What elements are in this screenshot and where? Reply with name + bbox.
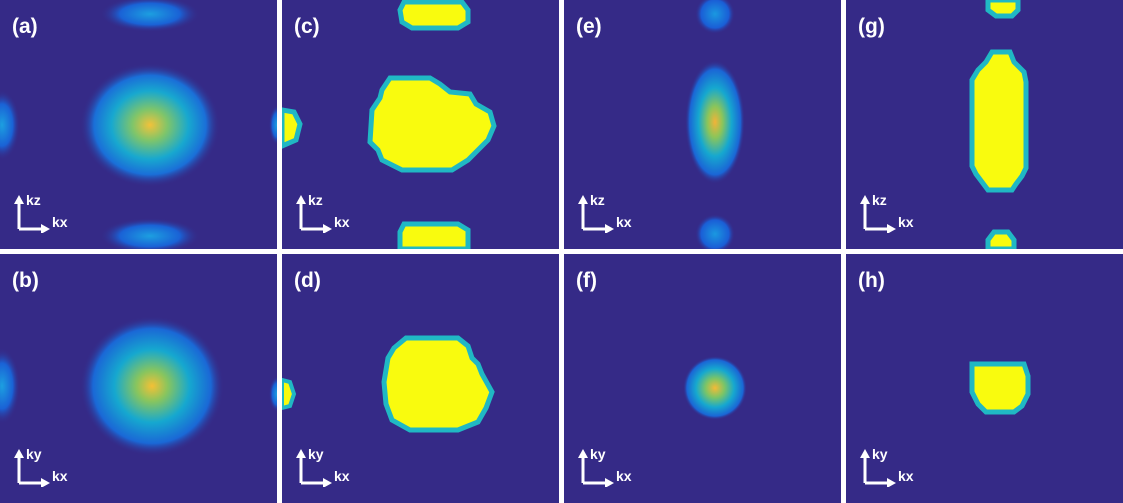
panel-d: (d) ky kx bbox=[282, 254, 559, 503]
panel-h: (h) ky kx bbox=[846, 254, 1123, 503]
intensity-map-b bbox=[0, 316, 277, 456]
axis-indicator: ky kx bbox=[296, 447, 366, 493]
panel-label: (d) bbox=[294, 269, 321, 292]
axis-label-vertical: kz bbox=[308, 192, 323, 208]
axis-label-horizontal: kx bbox=[52, 468, 68, 484]
axis-indicator: kz kx bbox=[860, 193, 930, 239]
axis-label-vertical: kz bbox=[872, 192, 887, 208]
axis-arrows-icon bbox=[860, 195, 896, 233]
panel-c: (c) kz kx bbox=[282, 0, 559, 249]
axis-label-horizontal: kx bbox=[334, 214, 350, 230]
panel-label: (h) bbox=[858, 269, 885, 292]
axis-arrows-icon bbox=[14, 195, 50, 233]
axis-label-vertical: ky bbox=[590, 446, 606, 462]
intensity-map-e bbox=[685, 0, 745, 249]
axis-label-horizontal: kx bbox=[616, 468, 632, 484]
panel-label: (f) bbox=[576, 269, 597, 292]
panel-b: (b) ky kx bbox=[0, 254, 277, 503]
panel-label: (a) bbox=[12, 15, 38, 38]
axis-arrows-icon bbox=[296, 195, 332, 233]
axis-label-horizontal: kx bbox=[898, 468, 914, 484]
axis-arrows-icon bbox=[296, 449, 332, 487]
panel-f: (f) ky kx bbox=[564, 254, 841, 503]
intensity-map-d bbox=[282, 335, 495, 433]
axis-label-vertical: ky bbox=[308, 446, 324, 462]
axis-indicator: ky kx bbox=[578, 447, 648, 493]
axis-label-horizontal: kx bbox=[898, 214, 914, 230]
panel-label: (g) bbox=[858, 15, 885, 38]
panel-g: (g) kz kx bbox=[846, 0, 1123, 249]
axis-arrows-icon bbox=[578, 449, 614, 487]
panel-a: (a) kz kx bbox=[0, 0, 277, 249]
axis-label-vertical: kz bbox=[590, 192, 605, 208]
axis-arrows-icon bbox=[860, 449, 896, 487]
axis-indicator: ky kx bbox=[860, 447, 930, 493]
intensity-map-a bbox=[0, 0, 277, 249]
axis-label-horizontal: kx bbox=[616, 214, 632, 230]
axis-indicator: kz kx bbox=[578, 193, 648, 239]
axis-indicator: kz kx bbox=[296, 193, 366, 239]
intensity-map-g bbox=[969, 0, 1029, 249]
intensity-map-c bbox=[282, 0, 497, 249]
panel-label: (b) bbox=[12, 269, 39, 292]
axis-label-vertical: ky bbox=[26, 446, 42, 462]
axis-label-vertical: kz bbox=[26, 192, 41, 208]
panel-label: (c) bbox=[294, 15, 320, 38]
axis-indicator: ky kx bbox=[14, 447, 84, 493]
panel-e: (e) kz kx bbox=[564, 0, 841, 249]
panel-label: (e) bbox=[576, 15, 602, 38]
intensity-map-h bbox=[969, 361, 1031, 415]
intensity-map-f bbox=[683, 356, 747, 420]
axis-label-vertical: ky bbox=[872, 446, 888, 462]
axis-arrows-icon bbox=[578, 195, 614, 233]
axis-arrows-icon bbox=[14, 449, 50, 487]
axis-label-horizontal: kx bbox=[52, 214, 68, 230]
axis-indicator: kz kx bbox=[14, 193, 84, 239]
axis-label-horizontal: kx bbox=[334, 468, 350, 484]
